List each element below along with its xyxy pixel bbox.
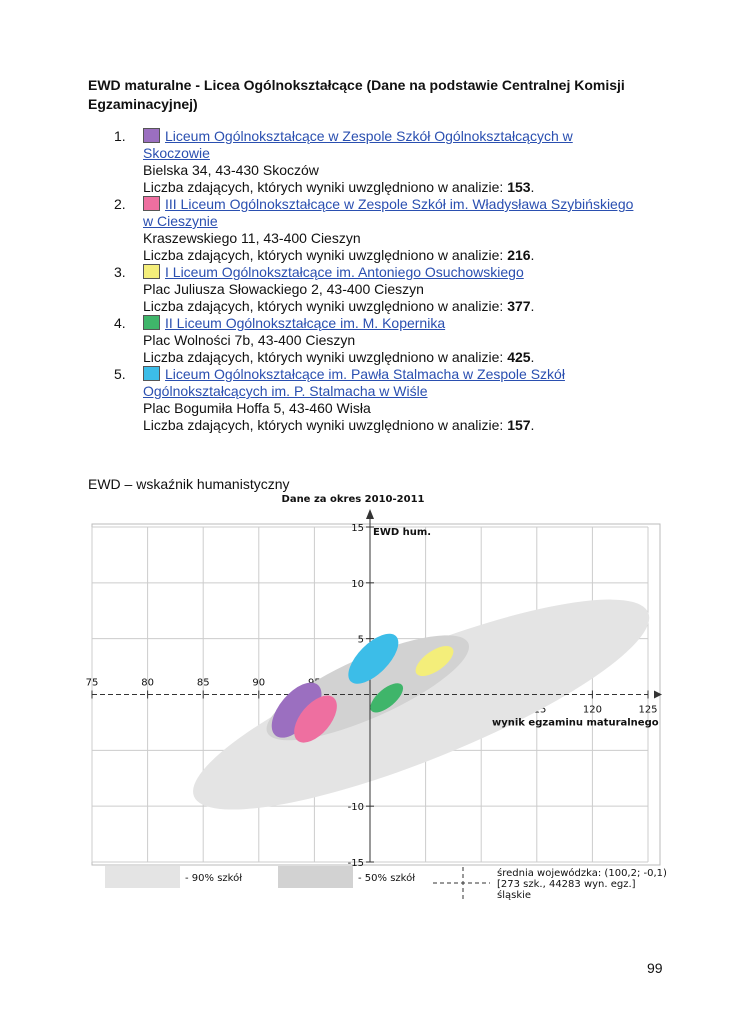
school-link[interactable]: II Liceum Ogólnokształcące im. M. Kopern… — [165, 315, 446, 331]
page-number: 99 — [647, 960, 663, 976]
count-label: Liczba zdających, których wyniki uwzględ… — [143, 179, 504, 195]
count-label: Liczba zdających, których wyniki uwzględ… — [143, 298, 504, 314]
school-address: Plac Wolności 7b, 43-400 Cieszyn — [143, 332, 356, 348]
school-ellipse — [370, 683, 404, 713]
x-tick-label: 85 — [197, 678, 210, 689]
list-item: 4. II Liceum Ogólnokształcące im. M. Kope… — [114, 315, 634, 366]
x-tick-label: 120 — [583, 705, 602, 716]
school-link[interactable]: I Liceum Ogólnokształcące im. Antoniego … — [165, 264, 524, 280]
count-suffix: . — [530, 247, 535, 263]
legend-average: [273 szk., 44283 wyn. egz.] — [497, 879, 636, 890]
y-tick-label: -15 — [348, 858, 364, 869]
color-swatch — [143, 128, 160, 143]
chart-caption: EWD – wskaźnik humanistyczny — [88, 476, 290, 492]
school-address: Bielska 34, 43-430 Skoczów — [143, 162, 319, 178]
school-link[interactable]: III Liceum Ogólnokształcące w Zespole Sz… — [143, 196, 634, 229]
region — [193, 599, 650, 810]
school-line: Liceum Ogólnokształcące im. Pawła Stalma… — [143, 366, 634, 400]
chart-title: Dane za okres 2010-2011 — [282, 494, 425, 505]
y-tick-label: 5 — [358, 635, 364, 646]
item-number: 3. — [114, 264, 126, 280]
school-link[interactable]: Liceum Ogólnokształcące w Zespole Szkół … — [143, 128, 573, 161]
school-line: Liceum Ogólnokształcące w Zespole Szkół … — [143, 128, 634, 162]
count-label: Liczba zdających, których wyniki uwzględ… — [143, 349, 504, 365]
item-number: 2. — [114, 196, 126, 212]
school-link[interactable]: Liceum Ogólnokształcące im. Pawła Stalma… — [143, 366, 565, 399]
list-item: 2. III Liceum Ogólnokształcące w Zespole … — [114, 196, 634, 264]
count-value: 425 — [507, 349, 531, 365]
school-ellipse — [294, 695, 337, 743]
count-line: Liczba zdających, których wyniki uwzględ… — [143, 349, 634, 366]
count-suffix: . — [530, 179, 535, 195]
legend-label: - 50% szkół — [358, 872, 415, 884]
legend-label: - 90% szkół — [185, 872, 242, 884]
legend-average: średnia wojewódzka: (100,2; -0,1) — [497, 867, 667, 879]
heading: EWD maturalne - Licea Ogólnokształcące (… — [88, 77, 625, 112]
legend-average: śląskie — [497, 889, 531, 901]
school-ellipse — [271, 682, 322, 738]
count-label: Liczba zdających, których wyniki uwzględ… — [143, 247, 504, 263]
y-tick-label: 10 — [351, 579, 364, 590]
school-line: III Liceum Ogólnokształcące w Zespole Sz… — [143, 196, 634, 230]
count-line: Liczba zdających, których wyniki uwzględ… — [143, 247, 634, 264]
chart: Dane za okres 2010-201175808590951051101… — [86, 494, 667, 901]
count-value: 157 — [507, 417, 531, 433]
x-tick-label: 125 — [638, 705, 657, 716]
count-suffix: . — [530, 298, 535, 314]
x-axis-label: wynik egzaminu maturalnego — [492, 718, 659, 729]
school-address: Plac Juliusza Słowackiego 2, 43-400 Cies… — [143, 281, 424, 297]
count-suffix: . — [530, 417, 535, 433]
count-line: Liczba zdających, których wyniki uwzględ… — [143, 298, 634, 315]
x-tick-label: 80 — [141, 678, 154, 689]
school-ellipse — [415, 645, 454, 677]
x-tick-label: 75 — [86, 678, 99, 689]
color-swatch — [143, 315, 160, 330]
count-value: 216 — [507, 247, 531, 263]
item-number: 1. — [114, 128, 126, 144]
school-address: Plac Bogumiła Hoffa 5, 43-460 Wisła — [143, 400, 371, 416]
count-value: 153 — [507, 179, 531, 195]
color-swatch — [143, 196, 160, 211]
x-tick-label: 90 — [252, 678, 265, 689]
y-tick-label: -10 — [348, 802, 364, 813]
list-item: 5. Liceum Ogólnokształcące im. Pawła Stal… — [114, 366, 634, 434]
school-address: Kraszewskiego 11, 43-400 Cieszyn — [143, 230, 361, 246]
color-swatch — [143, 264, 160, 279]
y-axis-label: EWD hum. — [373, 527, 431, 538]
school-line: II Liceum Ogólnokształcące im. M. Kopern… — [143, 315, 634, 332]
school-ellipse — [348, 633, 399, 684]
count-line: Liczba zdających, których wyniki uwzględ… — [143, 179, 634, 196]
school-line: I Liceum Ogólnokształcące im. Antoniego … — [143, 264, 634, 281]
color-swatch — [143, 366, 160, 381]
axis-arrow — [366, 509, 374, 519]
list-item: 3. I Liceum Ogólnokształcące im. Antonieg… — [114, 264, 634, 315]
count-suffix: . — [530, 349, 535, 365]
legend-swatch — [105, 866, 180, 888]
legend-swatch — [278, 866, 353, 888]
y-tick-label: 15 — [351, 523, 364, 534]
count-line: Liczba zdających, których wyniki uwzględ… — [143, 417, 634, 434]
school-list: 1. Liceum Ogólnokształcące w Zespole Szkó… — [114, 128, 634, 434]
count-value: 377 — [507, 298, 531, 314]
item-number: 4. — [114, 315, 126, 331]
item-number: 5. — [114, 366, 126, 382]
list-item: 1. Liceum Ogólnokształcące w Zespole Szkó… — [114, 128, 634, 196]
axis-arrow — [654, 690, 662, 699]
count-label: Liczba zdających, których wyniki uwzględ… — [143, 417, 504, 433]
